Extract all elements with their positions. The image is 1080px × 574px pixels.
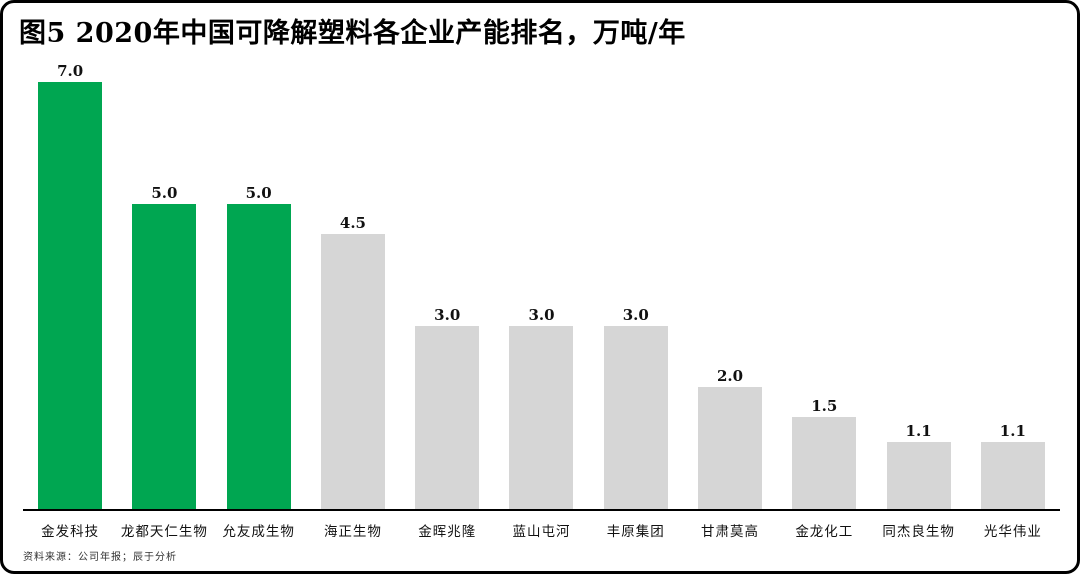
bar-chart: 7.0 5.0 5.0 4.5 3.0 3.0 3.0 2.0 1.5 1.1 1.1 金发科技 龙都… — [23, 61, 1060, 540]
bar-value-label: 4.5 — [339, 214, 366, 232]
bar-value-label: 2.0 — [716, 367, 744, 385]
bar — [603, 326, 668, 509]
labels-row: 金发科技 龙都天仁生物 允友成生物 海正生物 金晖兆隆 蓝山屯河 丰原集团 甘肃莫高 金龙化工 同… — [23, 511, 1060, 540]
bar-category-label: 蓝山屯河 — [512, 524, 571, 540]
bar-group: 3.0 — [400, 308, 494, 509]
bar — [509, 326, 574, 509]
bar-category-label: 海正生物 — [323, 524, 382, 540]
bar-value-label: 3.0 — [434, 306, 461, 324]
bar-value-label: 7.0 — [57, 62, 84, 80]
bar-category-label: 允友成生物 — [222, 524, 295, 540]
bar-category-label: 同杰良生物 — [882, 524, 955, 540]
bar-value-label: 1.1 — [905, 422, 932, 440]
bar-group: 5.0 — [117, 186, 211, 509]
bar — [226, 204, 291, 509]
bar — [320, 234, 385, 509]
bars-row: 7.0 5.0 5.0 4.5 3.0 3.0 3.0 2.0 1.5 1.1 1.1 — [23, 61, 1060, 511]
bar-group: 1.5 — [777, 399, 871, 509]
bar-group: 2.0 — [683, 369, 777, 509]
bar-group: 1.1 — [966, 424, 1060, 509]
bar-category-label: 金龙化工 — [795, 524, 854, 540]
bar-group: 3.0 — [494, 308, 588, 509]
bar — [980, 442, 1045, 509]
bar — [792, 417, 857, 509]
source-note: 资料来源：公司年报；辰于分析 — [23, 552, 177, 563]
bar — [698, 387, 763, 509]
bar-value-label: 5.0 — [151, 184, 178, 202]
bar-category-label: 金晖兆隆 — [418, 524, 477, 540]
bar — [415, 326, 480, 509]
bar-group: 3.0 — [589, 308, 683, 509]
bar-value-label: 3.0 — [622, 306, 649, 324]
bar-value-label: 1.1 — [999, 422, 1026, 440]
bar-group: 7.0 — [23, 64, 117, 509]
bar — [886, 442, 951, 509]
bar-value-label: 1.5 — [811, 397, 838, 415]
bar-category-label: 甘肃莫高 — [701, 524, 760, 540]
bar-group: 5.0 — [212, 186, 306, 509]
bar-category-label: 丰原集团 — [606, 524, 665, 540]
bar-category-label: 光华伟业 — [983, 524, 1042, 540]
chart-title: 图5 2020年中国可降解塑料各企业产能排名，万吨/年 — [19, 18, 686, 49]
bar — [132, 204, 197, 509]
bar-category-label: 金发科技 — [41, 524, 100, 540]
bar-group: 1.1 — [871, 424, 965, 509]
bar-value-label: 3.0 — [528, 306, 555, 324]
bar — [38, 82, 103, 509]
bar-group: 4.5 — [306, 216, 400, 509]
bar-value-label: 5.0 — [245, 184, 272, 202]
bar-category-label: 龙都天仁生物 — [120, 524, 208, 540]
